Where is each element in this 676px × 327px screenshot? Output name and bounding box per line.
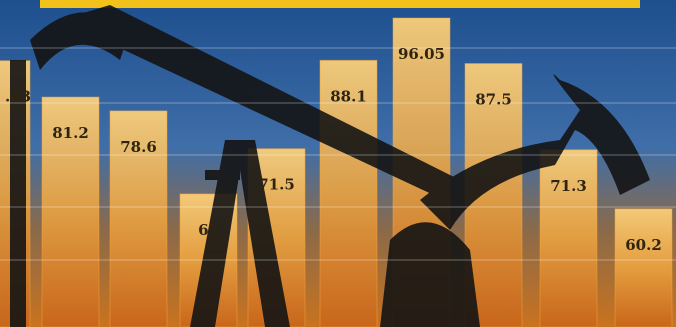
value-label: 71.5 [258, 176, 295, 194]
bar [539, 149, 598, 327]
value-label: 87.5 [475, 91, 512, 109]
bar [41, 96, 100, 327]
pump-silhouette [10, 5, 650, 327]
bar [614, 208, 673, 327]
labels: .03 81.2 78.6 63 71.5 88.1 96.05 87.5 71.3 60.2 [5, 45, 662, 254]
bar [319, 59, 378, 327]
value-label: 96.05 [398, 45, 445, 63]
value-label: 81.2 [52, 124, 89, 142]
bar [109, 110, 168, 327]
value-label: 63 [198, 221, 219, 239]
value-label: 78.6 [120, 138, 157, 156]
value-label: .03 [5, 88, 31, 106]
banner [40, 0, 640, 8]
decor-lines [0, 47, 676, 261]
value-label: 88.1 [330, 87, 367, 105]
value-label: 60.2 [625, 236, 662, 254]
value-label: 71.3 [550, 177, 587, 195]
